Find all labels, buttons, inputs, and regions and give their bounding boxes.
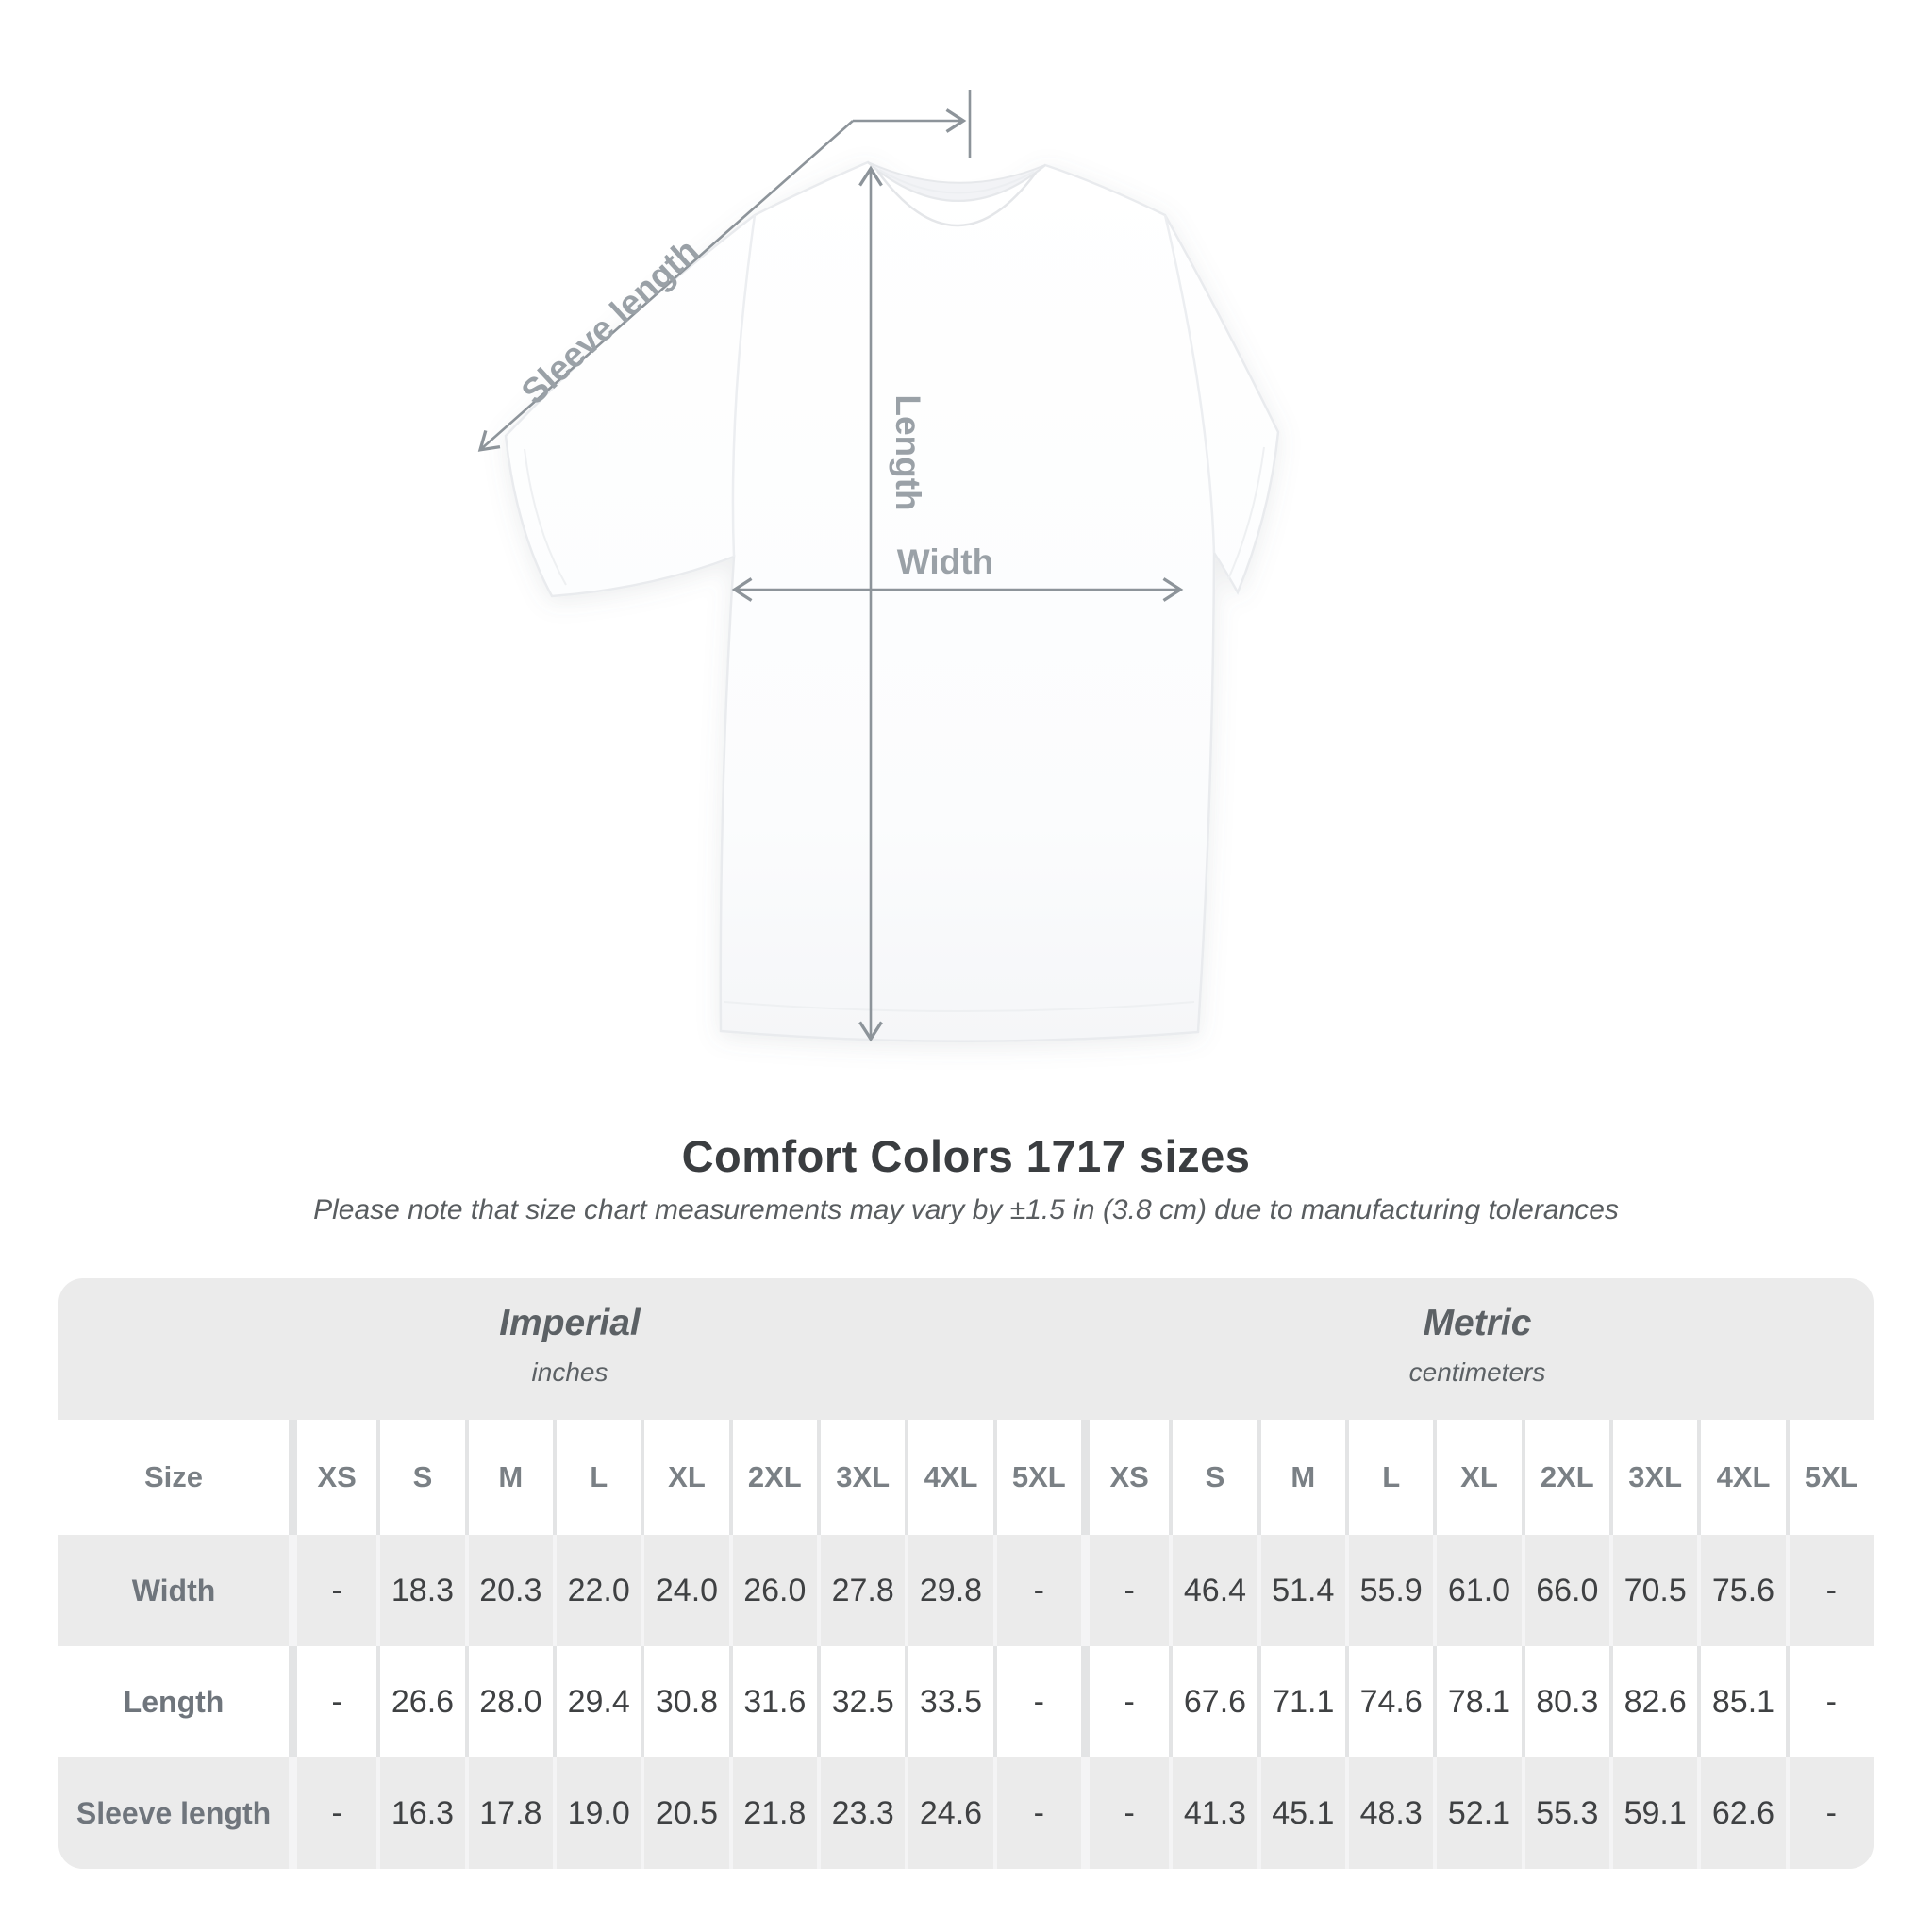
size-header-imperial-xl: XL — [641, 1420, 729, 1535]
row-label-sleeve-length: Sleeve length — [58, 1757, 289, 1869]
size-header-metric-xs: XS — [1081, 1420, 1170, 1535]
length-label: Length — [889, 394, 927, 510]
imperial-group-header: Imperial inches — [58, 1278, 1081, 1420]
value-cell: 66.0 — [1521, 1535, 1609, 1646]
value-cell: 62.6 — [1697, 1757, 1786, 1869]
size-header-metric-s: S — [1169, 1420, 1257, 1535]
value-cell: 20.3 — [464, 1535, 553, 1646]
value-cell: - — [1785, 1646, 1874, 1757]
value-cell: - — [1785, 1535, 1874, 1646]
value-cell: - — [289, 1646, 377, 1757]
size-header-metric-2xl: 2XL — [1521, 1420, 1609, 1535]
tshirt-illustration — [504, 160, 1280, 1043]
value-cell: - — [992, 1535, 1081, 1646]
value-cell: 16.3 — [376, 1757, 465, 1869]
value-cell: 31.6 — [728, 1646, 817, 1757]
size-header-imperial-s: S — [376, 1420, 465, 1535]
value-cell: 21.8 — [728, 1757, 817, 1869]
value-cell: 23.3 — [817, 1757, 906, 1869]
value-cell: 17.8 — [464, 1757, 553, 1869]
sleeve-arrow-diagonal — [477, 120, 854, 452]
value-cell: 51.4 — [1257, 1535, 1345, 1646]
metric-unit-label: centimeters — [1408, 1357, 1546, 1387]
value-cell: 27.8 — [817, 1535, 906, 1646]
value-cell: 41.3 — [1169, 1757, 1257, 1869]
size-table-grid: Size XS S M L XL 2XL 3XL 4XL 5XL XS S M L XL 2XL 3XL 4XL 5… — [58, 1420, 1874, 1869]
value-cell: - — [1785, 1757, 1874, 1869]
size-column-header: Size — [58, 1420, 289, 1535]
value-cell: 55.3 — [1521, 1757, 1609, 1869]
row-label-width: Width — [58, 1535, 289, 1646]
size-header-imperial-2xl: 2XL — [728, 1420, 817, 1535]
size-header-metric-l: L — [1345, 1420, 1434, 1535]
value-cell: 29.8 — [905, 1535, 993, 1646]
value-cell: - — [1081, 1757, 1170, 1869]
value-cell: 46.4 — [1169, 1535, 1257, 1646]
imperial-unit-label: inches — [531, 1357, 608, 1387]
width-label: Width — [897, 542, 993, 581]
size-header-metric-4xl: 4XL — [1697, 1420, 1786, 1535]
size-header-imperial-l: L — [553, 1420, 641, 1535]
value-cell: 74.6 — [1345, 1646, 1434, 1757]
size-header-imperial-3xl: 3XL — [817, 1420, 906, 1535]
size-table: Imperial inches Metric centimeters Size X… — [58, 1278, 1874, 1869]
page-title: Comfort Colors 1717 sizes — [681, 1131, 1251, 1181]
value-cell: 67.6 — [1169, 1646, 1257, 1757]
value-cell: 19.0 — [553, 1757, 641, 1869]
measurement-arrows — [477, 90, 1184, 1042]
value-cell: 71.1 — [1257, 1646, 1345, 1757]
value-cell: 33.5 — [905, 1646, 993, 1757]
value-cell: 26.6 — [376, 1646, 465, 1757]
value-cell: 20.5 — [641, 1757, 729, 1869]
value-cell: - — [289, 1757, 377, 1869]
unit-group-header: Imperial inches Metric centimeters — [58, 1278, 1874, 1420]
value-cell: - — [992, 1646, 1081, 1757]
size-header-metric-3xl: 3XL — [1609, 1420, 1698, 1535]
size-header-imperial-4xl: 4XL — [905, 1420, 993, 1535]
size-header-imperial-5xl: 5XL — [992, 1420, 1081, 1535]
size-header-metric-5xl: 5XL — [1785, 1420, 1874, 1535]
value-cell: 80.3 — [1521, 1646, 1609, 1757]
value-cell: 22.0 — [553, 1535, 641, 1646]
value-cell: 24.6 — [905, 1757, 993, 1869]
value-cell: 85.1 — [1697, 1646, 1786, 1757]
size-header-metric-xl: XL — [1433, 1420, 1522, 1535]
value-cell: 59.1 — [1609, 1757, 1698, 1869]
size-header-imperial-m: M — [464, 1420, 553, 1535]
value-cell: 24.0 — [641, 1535, 729, 1646]
value-cell: 28.0 — [464, 1646, 553, 1757]
metric-label: Metric — [1423, 1303, 1532, 1343]
value-cell: - — [1081, 1535, 1170, 1646]
value-cell: 82.6 — [1609, 1646, 1698, 1757]
row-label-length: Length — [58, 1646, 289, 1757]
value-cell: 18.3 — [376, 1535, 465, 1646]
value-cell: 75.6 — [1697, 1535, 1786, 1646]
value-cell: 30.8 — [641, 1646, 729, 1757]
value-cell: 32.5 — [817, 1646, 906, 1757]
value-cell: 45.1 — [1257, 1757, 1345, 1869]
value-cell: - — [289, 1535, 377, 1646]
value-cell: 26.0 — [728, 1535, 817, 1646]
size-header-metric-m: M — [1257, 1420, 1345, 1535]
tshirt-measurement-diagram: Sleeve length Length Width — [477, 90, 1280, 1043]
value-cell: 78.1 — [1433, 1646, 1522, 1757]
value-cell: 52.1 — [1433, 1757, 1522, 1869]
metric-group-header: Metric centimeters — [1081, 1278, 1874, 1420]
value-cell: 61.0 — [1433, 1535, 1522, 1646]
value-cell: 70.5 — [1609, 1535, 1698, 1646]
size-header-imperial-xs: XS — [289, 1420, 377, 1535]
value-cell: - — [1081, 1646, 1170, 1757]
tolerance-note: Please note that size chart measurements… — [313, 1194, 1619, 1225]
value-cell: 29.4 — [553, 1646, 641, 1757]
value-cell: - — [992, 1757, 1081, 1869]
value-cell: 48.3 — [1345, 1757, 1434, 1869]
imperial-label: Imperial — [499, 1303, 641, 1343]
value-cell: 55.9 — [1345, 1535, 1434, 1646]
